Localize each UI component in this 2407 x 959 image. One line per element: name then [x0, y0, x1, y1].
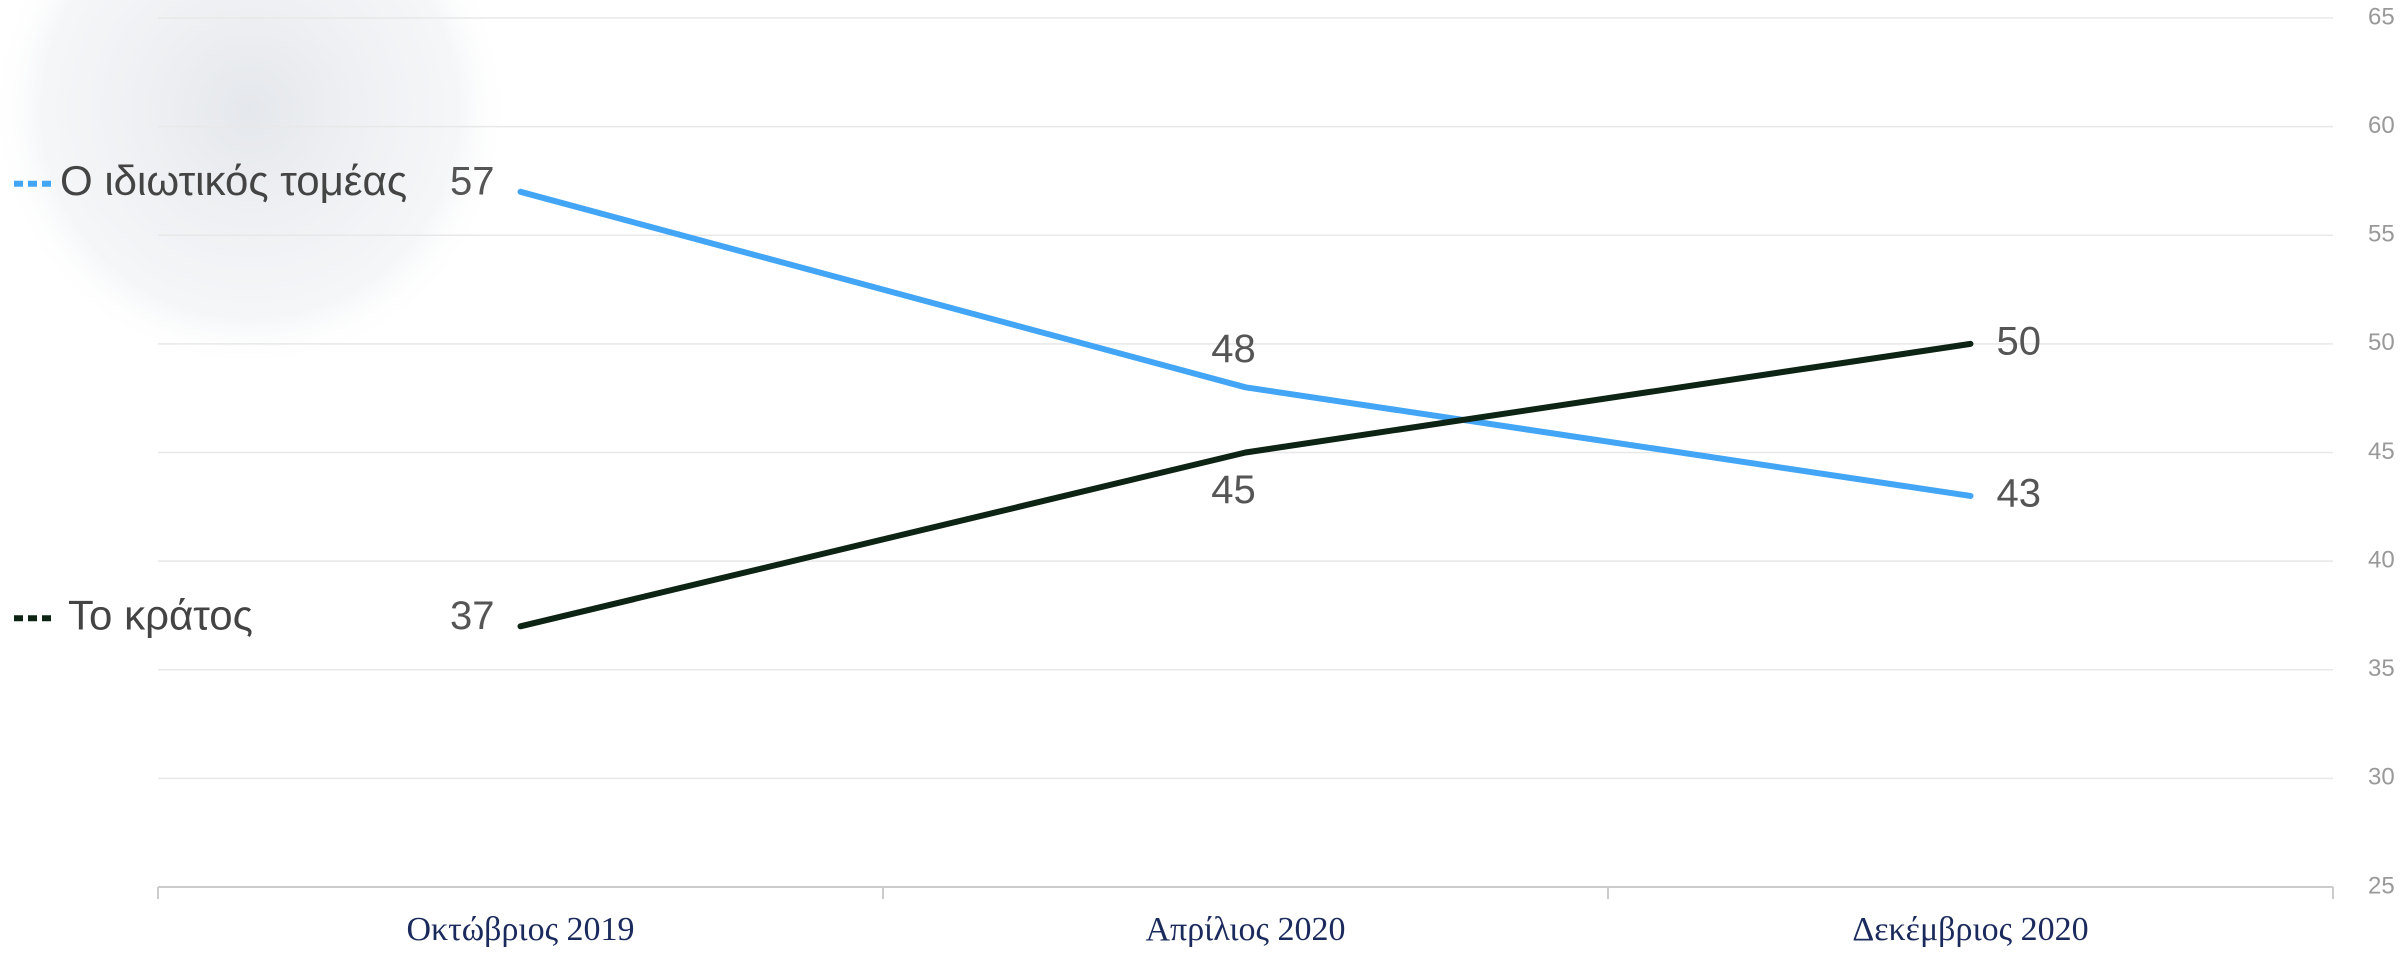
y-tick-label: 50 [2368, 329, 2395, 356]
series-line [517, 340, 1974, 630]
y-tick-label: 30 [2368, 764, 2395, 791]
y-tick-label: 60 [2368, 112, 2395, 139]
data-label: 57 [450, 159, 495, 203]
series-line [517, 188, 1974, 499]
legend-label: Το κράτος [68, 591, 253, 638]
x-tick-label: Απρίλιος 2020 [1145, 911, 1345, 948]
y-tick-label: 55 [2368, 221, 2395, 248]
data-label: 48 [1211, 327, 1256, 371]
y-tick-label: 25 [2368, 872, 2395, 899]
y-tick-label: 35 [2368, 655, 2395, 682]
data-label: 45 [1211, 468, 1256, 512]
y-tick-label: 45 [2368, 438, 2395, 465]
data-label: 43 [1997, 472, 2042, 516]
background-decoration [0, 0, 510, 370]
data-label: 50 [1997, 319, 2042, 363]
x-tick-label: Οκτώβριος 2019 [406, 911, 634, 948]
x-tick-label: Δεκέμβριος 2020 [1852, 911, 2088, 948]
y-tick-label: 40 [2368, 546, 2395, 573]
legend-label: Ο ιδιωτικός τομέας [60, 157, 407, 204]
data-label: 37 [450, 594, 495, 638]
y-tick-label: 65 [2368, 3, 2395, 30]
